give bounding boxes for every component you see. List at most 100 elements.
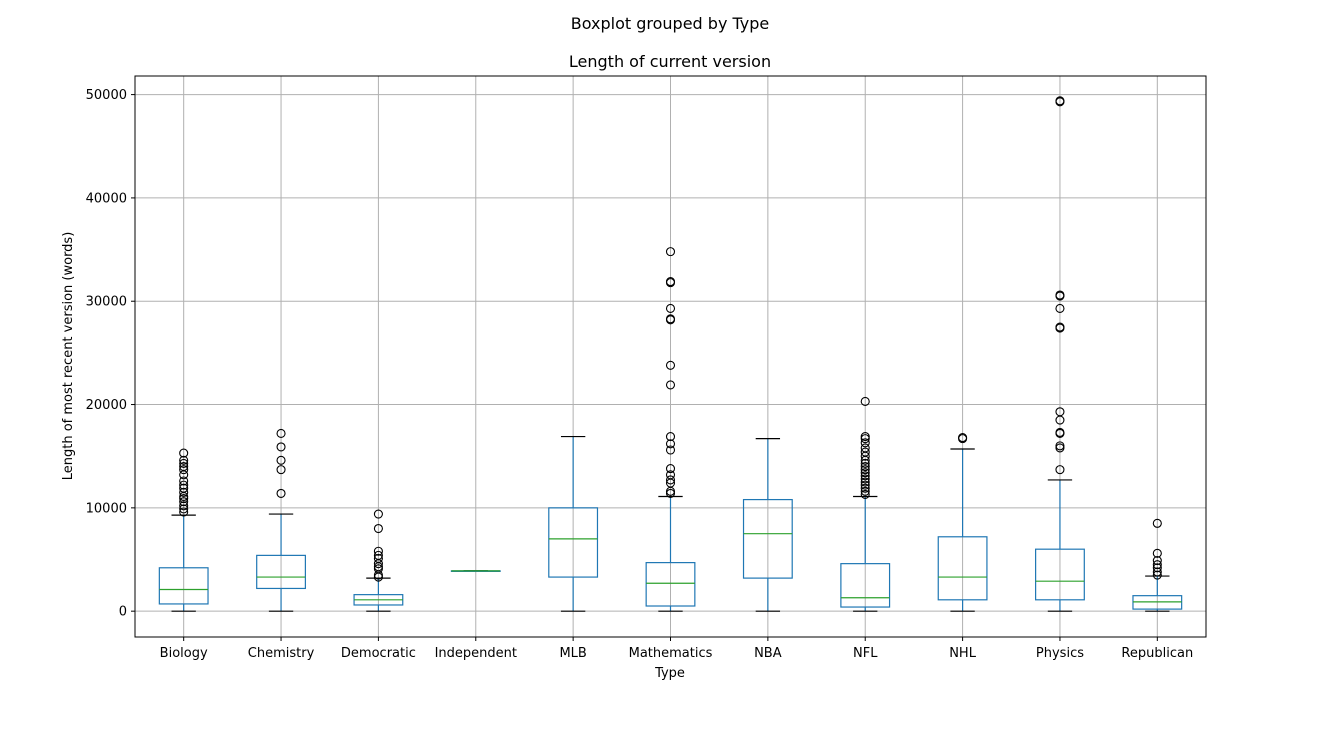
outlier-point — [179, 480, 189, 490]
outlier-point — [373, 509, 383, 519]
y-tick-label: 30000 — [86, 295, 127, 310]
outlier-point — [665, 464, 676, 474]
outlier-point — [665, 247, 676, 257]
outlier-point — [179, 461, 189, 472]
x-tick-label: Chemistry — [248, 646, 315, 661]
outlier-point — [665, 439, 676, 449]
box-group-nfl — [840, 396, 891, 612]
y-tick-label: 10000 — [86, 501, 127, 516]
outlier-point — [665, 445, 676, 455]
iqr-box — [548, 507, 599, 578]
outlier-point — [1055, 441, 1065, 451]
outlier-point — [179, 507, 189, 517]
iqr-box — [645, 562, 696, 607]
outlier-point — [958, 433, 968, 443]
figure-suptitle: Boxplot grouped by Type — [571, 14, 770, 33]
outlier-point — [860, 443, 870, 453]
outlier-point — [373, 546, 383, 556]
outlier-point — [860, 477, 870, 487]
outlier-point — [860, 396, 870, 406]
outlier-point — [665, 303, 676, 314]
outlier-point — [373, 523, 383, 534]
outlier-point — [860, 483, 870, 493]
x-tick-label: MLB — [559, 646, 586, 661]
x-tick-label: Independent — [435, 646, 517, 661]
outlier-point — [179, 483, 189, 493]
box-group-mlb — [548, 435, 599, 612]
outlier-point — [276, 455, 286, 465]
y-tick-label: 0 — [119, 605, 127, 620]
outlier-point — [860, 432, 870, 442]
x-tick-label: Physics — [1036, 646, 1084, 661]
y-tick-label: 50000 — [86, 88, 127, 103]
x-tick-label: Biology — [160, 646, 208, 661]
outlier-point — [1055, 303, 1065, 314]
outlier-point — [1152, 563, 1162, 573]
outlier-point — [860, 486, 870, 496]
outlier-point — [665, 360, 676, 370]
box-group-republican — [1132, 518, 1183, 612]
x-tick-label: NBA — [754, 646, 782, 661]
axes-title: Length of current version — [569, 52, 771, 71]
iqr-box — [256, 554, 306, 590]
outlier-point — [1055, 290, 1065, 300]
box-group-nhl — [937, 433, 988, 612]
iqr-box — [1035, 548, 1085, 601]
x-tick-label: Democratic — [341, 646, 416, 661]
outlier-point — [860, 458, 870, 468]
outlier-point — [179, 487, 189, 497]
outlier-point — [665, 277, 676, 287]
outlier-point — [179, 476, 189, 486]
outlier-point — [1152, 555, 1162, 566]
outlier-point — [179, 501, 189, 511]
iqr-box — [742, 498, 793, 579]
outlier-point — [179, 465, 189, 475]
x-tick-label: Mathematics — [629, 646, 713, 661]
outlier-point — [1152, 548, 1162, 558]
outlier-point — [860, 474, 870, 484]
outlier-point — [860, 471, 870, 481]
x-axis-label: Type — [654, 666, 685, 681]
outlier-point — [860, 461, 870, 472]
y-tick-label: 20000 — [86, 398, 127, 413]
outlier-point — [373, 553, 383, 564]
outlier-point — [373, 550, 383, 560]
outlier-point — [179, 448, 189, 458]
outlier-point — [276, 488, 286, 498]
box-group-democratic — [353, 509, 404, 612]
box-group-mathematics — [645, 247, 696, 612]
outlier-point — [860, 447, 870, 457]
outlier-point — [179, 458, 189, 468]
outlier-point — [860, 465, 870, 475]
outlier-point — [179, 504, 189, 514]
outlier-point — [1055, 427, 1065, 437]
outlier-point — [1055, 322, 1065, 332]
outlier-point — [1152, 570, 1162, 580]
box-group-physics — [1035, 96, 1085, 612]
outlier-point — [860, 468, 870, 478]
y-axis-label: Length of most recent version (words) — [61, 232, 76, 481]
outlier-point — [665, 432, 676, 442]
x-tick-label: NHL — [949, 646, 977, 661]
outlier-point — [276, 428, 286, 439]
outlier-point — [1152, 567, 1162, 577]
x-tick-label: NFL — [853, 646, 878, 661]
outlier-point — [1055, 96, 1065, 106]
outlier-point — [860, 480, 870, 490]
box-group-independent — [450, 570, 501, 572]
outlier-point — [179, 455, 189, 465]
x-tick-label: Republican — [1121, 646, 1193, 661]
outlier-point — [276, 465, 286, 475]
outlier-point — [1055, 407, 1065, 417]
box-group-nba — [742, 438, 793, 612]
outlier-point — [860, 438, 870, 448]
outlier-point — [179, 497, 189, 507]
outlier-point — [860, 489, 870, 499]
outlier-point — [665, 314, 676, 324]
box-group-chemistry — [256, 428, 306, 612]
iqr-box — [158, 567, 209, 605]
outlier-point — [1152, 518, 1162, 528]
outlier-point — [665, 475, 676, 485]
iqr-box — [840, 563, 891, 608]
outlier-point — [1152, 560, 1162, 570]
